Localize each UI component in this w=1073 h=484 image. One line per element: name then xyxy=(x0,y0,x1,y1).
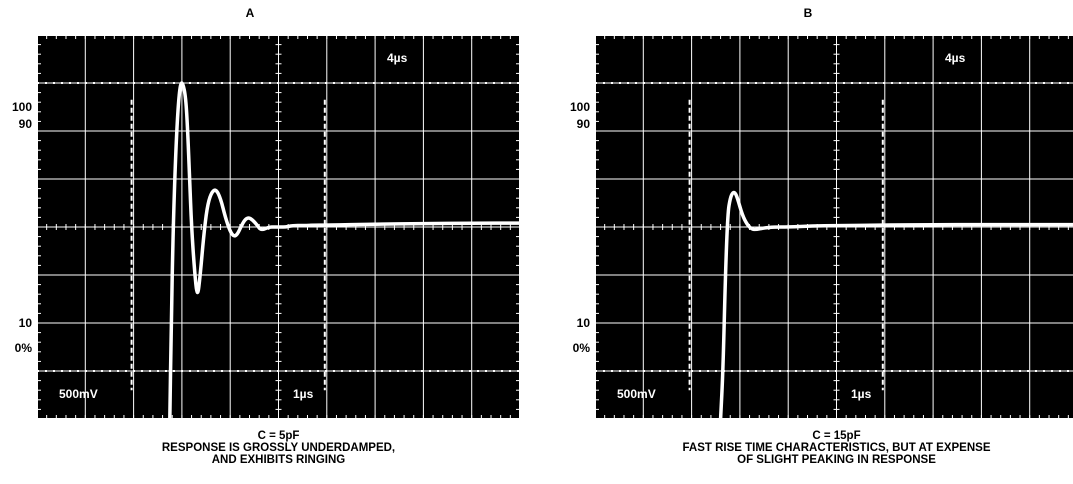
caption: C = 5pF RESPONSE IS GROSSLY UNDERDAMPED,… xyxy=(37,430,520,466)
panel-title: A xyxy=(245,6,255,20)
time-marker-label: 4µs xyxy=(387,51,408,65)
y-label-90: 90 xyxy=(18,117,32,131)
scope-plot xyxy=(595,35,1073,419)
volts-per-div-label: 500mV xyxy=(617,387,656,401)
caption: C = 15pF FAST RISE TIME CHARACTERISTICS,… xyxy=(595,430,1073,466)
volts-per-div-label: 500mV xyxy=(59,387,98,401)
y-label-10: 10 xyxy=(576,316,590,330)
graticule-border xyxy=(37,35,520,419)
time-per-div-label: 1µs xyxy=(293,387,314,401)
caption-line: RESPONSE IS GROSSLY UNDERDAMPED, xyxy=(161,442,396,454)
caption-line: C = 15pF xyxy=(812,430,861,442)
y-label-100: 100 xyxy=(11,100,32,114)
time-per-div-label: 1µs xyxy=(851,387,872,401)
y-label-0: 0% xyxy=(14,341,32,355)
signal-trace xyxy=(168,81,520,419)
caption-line: AND EXHIBITS RINGING xyxy=(211,454,346,466)
scope-screen: 4µs 500mV 1µs xyxy=(37,35,520,419)
panel-title: B xyxy=(803,6,813,20)
caption-line: FAST RISE TIME CHARACTERISTICS, BUT AT E… xyxy=(682,442,991,454)
scope-panel-a: A 100 90 10 0% 4µs 500mV 1µs C = 5pF RES… xyxy=(0,0,520,484)
y-label-100: 100 xyxy=(569,100,590,114)
signal-trace xyxy=(718,190,1073,419)
caption-line: OF SLIGHT PEAKING IN RESPONSE xyxy=(737,454,936,466)
scope-panel-b: B 100 90 10 0% 4µs 500mV 1µs C = 15pF FA… xyxy=(558,0,1073,484)
scope-screen: 4µs 500mV 1µs xyxy=(595,35,1073,419)
time-marker-label: 4µs xyxy=(945,51,966,65)
scope-plot xyxy=(37,35,520,419)
caption-line: C = 5pF xyxy=(257,430,300,442)
graticule-border xyxy=(595,35,1073,419)
y-label-0: 0% xyxy=(572,341,590,355)
y-label-90: 90 xyxy=(576,117,590,131)
y-label-10: 10 xyxy=(18,316,32,330)
